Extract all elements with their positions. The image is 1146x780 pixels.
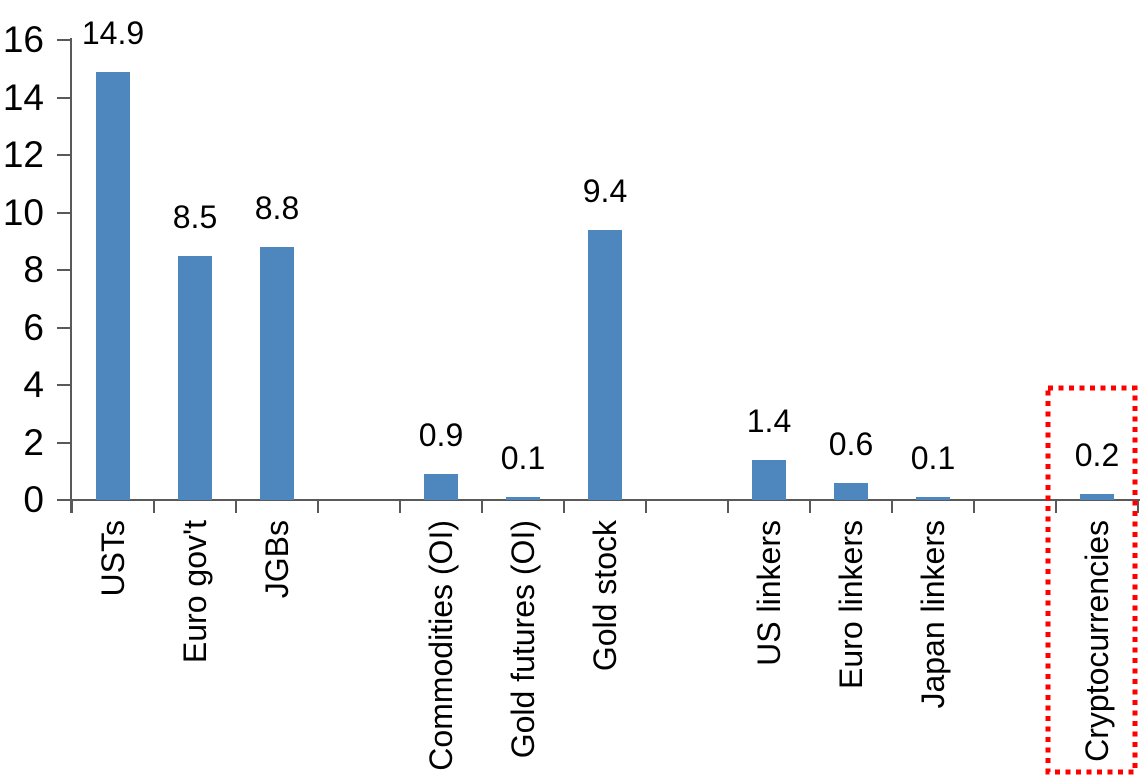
bar-value-label: 14.9 — [81, 15, 145, 51]
y-tick-label: 8 — [23, 249, 44, 290]
bar — [96, 72, 130, 500]
y-tick-label: 12 — [2, 134, 44, 175]
x-tick-mark — [891, 500, 893, 513]
x-tick-mark — [481, 500, 483, 513]
y-tick-mark — [57, 39, 72, 41]
y-tick-label: 0 — [23, 479, 44, 520]
x-tick-mark — [563, 500, 565, 513]
y-tick-label: 10 — [2, 191, 44, 233]
bar-value-label: 8.5 — [172, 199, 218, 235]
x-tick-mark — [645, 500, 647, 513]
x-tick-mark — [317, 500, 319, 513]
bar — [588, 230, 622, 500]
y-tick-mark — [57, 96, 72, 99]
x-tick-mark — [1137, 500, 1139, 513]
bar-value-label: 0.2 — [1074, 437, 1120, 473]
bar — [1080, 494, 1114, 500]
bar — [752, 460, 786, 500]
category-label: USTs — [95, 520, 131, 597]
y-tick-label: 4 — [23, 364, 44, 405]
bar-value-label: 0.1 — [910, 440, 956, 476]
category-label: JGBs — [259, 520, 295, 599]
x-tick-mark — [809, 500, 811, 513]
y-tick-mark — [57, 154, 72, 156]
y-tick-mark — [57, 384, 72, 386]
bar — [424, 474, 458, 500]
x-tick-mark — [71, 500, 73, 513]
x-tick-mark — [973, 500, 975, 513]
category-label: US linkers — [751, 520, 787, 666]
y-tick-mark — [57, 211, 72, 214]
bar — [506, 497, 540, 500]
category-label: Gold futures (OI) — [505, 520, 541, 759]
category-label: Gold stock — [587, 520, 623, 672]
x-axis-line — [70, 499, 1140, 501]
x-tick-mark — [235, 500, 237, 513]
bar-value-label: 0.9 — [418, 417, 464, 453]
category-label: Euro gov't — [177, 520, 213, 664]
category-label: Commodities (OI) — [423, 520, 459, 771]
y-tick-label: 6 — [23, 306, 44, 348]
bar-value-label: 1.4 — [746, 403, 792, 439]
y-tick-mark — [57, 269, 72, 271]
category-label: Cryptocurrencies — [1079, 520, 1115, 762]
bar — [260, 247, 294, 500]
y-tick-label: 14 — [2, 76, 44, 118]
bar — [834, 483, 868, 500]
x-tick-mark — [153, 500, 155, 513]
category-label: Japan linkers — [915, 520, 951, 709]
bar-value-label: 8.8 — [254, 190, 300, 226]
bar — [178, 256, 212, 500]
bar — [916, 497, 950, 500]
bar-value-label: 0.1 — [500, 440, 546, 476]
x-tick-mark — [1055, 500, 1057, 513]
y-tick-label: 2 — [23, 421, 44, 463]
bar-value-label: 0.6 — [828, 426, 874, 462]
y-tick-mark — [57, 441, 72, 444]
x-tick-mark — [727, 500, 729, 513]
y-tick-mark — [57, 499, 72, 501]
y-axis-line — [70, 38, 72, 513]
y-tick-label: 16 — [2, 19, 44, 60]
bar-value-label: 9.4 — [582, 173, 628, 209]
y-tick-mark — [57, 326, 72, 329]
x-tick-mark — [399, 500, 401, 513]
category-label: Euro linkers — [833, 520, 869, 689]
